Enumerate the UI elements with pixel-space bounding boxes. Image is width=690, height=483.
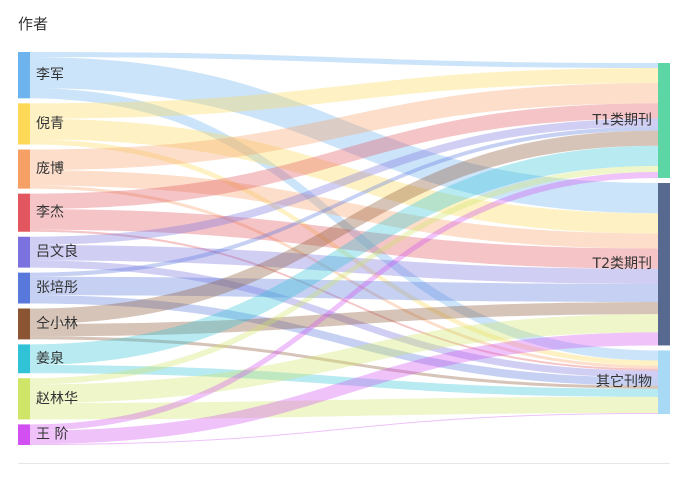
sankey-link[interactable] xyxy=(30,145,658,365)
source-node[interactable] xyxy=(18,103,30,145)
source-node[interactable] xyxy=(18,344,30,374)
source-node-label: 张培彤 xyxy=(36,280,78,296)
sankey-link[interactable] xyxy=(30,244,658,284)
sankey-link[interactable] xyxy=(30,103,658,210)
sankey-link[interactable] xyxy=(30,88,658,361)
source-node-label: 李杰 xyxy=(36,205,64,221)
links-layer xyxy=(30,52,658,445)
sankey-link[interactable] xyxy=(30,165,658,385)
source-node[interactable] xyxy=(18,236,30,268)
source-node[interactable] xyxy=(18,52,30,99)
source-node-label: 吕文良 xyxy=(36,244,78,260)
target-node[interactable] xyxy=(658,350,670,414)
sankey-link[interactable] xyxy=(30,276,658,303)
sankey-link[interactable] xyxy=(30,295,658,386)
sankey-link[interactable] xyxy=(30,364,658,397)
source-node-label: 王 阶 xyxy=(36,427,68,443)
target-node-label: T1类期刊 xyxy=(592,113,652,129)
source-node[interactable] xyxy=(18,378,30,420)
source-node-label: 仝小林 xyxy=(36,316,78,332)
target-node-label: 其它刊物 xyxy=(596,373,652,390)
sankey-link[interactable] xyxy=(30,130,658,324)
sankey-link[interactable] xyxy=(30,332,658,444)
sankey-link[interactable] xyxy=(30,68,658,119)
sankey-link[interactable] xyxy=(30,170,658,249)
sankey-link[interactable] xyxy=(30,139,658,366)
sankey-link[interactable] xyxy=(30,126,658,277)
sankey-link[interactable] xyxy=(30,260,658,378)
source-node-label: 姜泉 xyxy=(36,350,64,367)
sankey-link[interactable] xyxy=(30,314,658,403)
sankey-link[interactable] xyxy=(30,209,658,269)
target-node[interactable] xyxy=(658,183,670,346)
sankey-link[interactable] xyxy=(30,57,658,214)
chart-title: 作者 xyxy=(18,15,49,33)
source-node-label: 庞博 xyxy=(36,160,64,177)
sankey-link[interactable] xyxy=(30,229,658,371)
sankey-link[interactable] xyxy=(30,412,658,445)
sankey-link[interactable] xyxy=(30,171,658,431)
target-node[interactable] xyxy=(658,63,670,179)
sankey-link[interactable] xyxy=(30,396,658,420)
sankey-link[interactable] xyxy=(30,336,658,389)
sankey-link[interactable] xyxy=(30,185,658,369)
source-node-label: 李军 xyxy=(36,67,64,83)
source-node[interactable] xyxy=(18,149,30,189)
source-node[interactable] xyxy=(18,193,30,232)
bottom-divider xyxy=(18,463,670,464)
sankey-link[interactable] xyxy=(30,118,658,234)
nodes-layer xyxy=(18,52,670,445)
sankey-link[interactable] xyxy=(30,52,658,69)
source-node[interactable] xyxy=(18,272,30,304)
source-node[interactable] xyxy=(18,424,30,445)
source-node[interactable] xyxy=(18,308,30,340)
sankey-link[interactable] xyxy=(30,83,658,171)
sankey-link[interactable] xyxy=(30,118,658,245)
sankey-link[interactable] xyxy=(30,302,658,337)
source-node-label: 倪青 xyxy=(36,116,64,132)
target-node-label: T2类期刊 xyxy=(592,256,652,272)
source-node-label: 赵林华 xyxy=(36,391,78,407)
